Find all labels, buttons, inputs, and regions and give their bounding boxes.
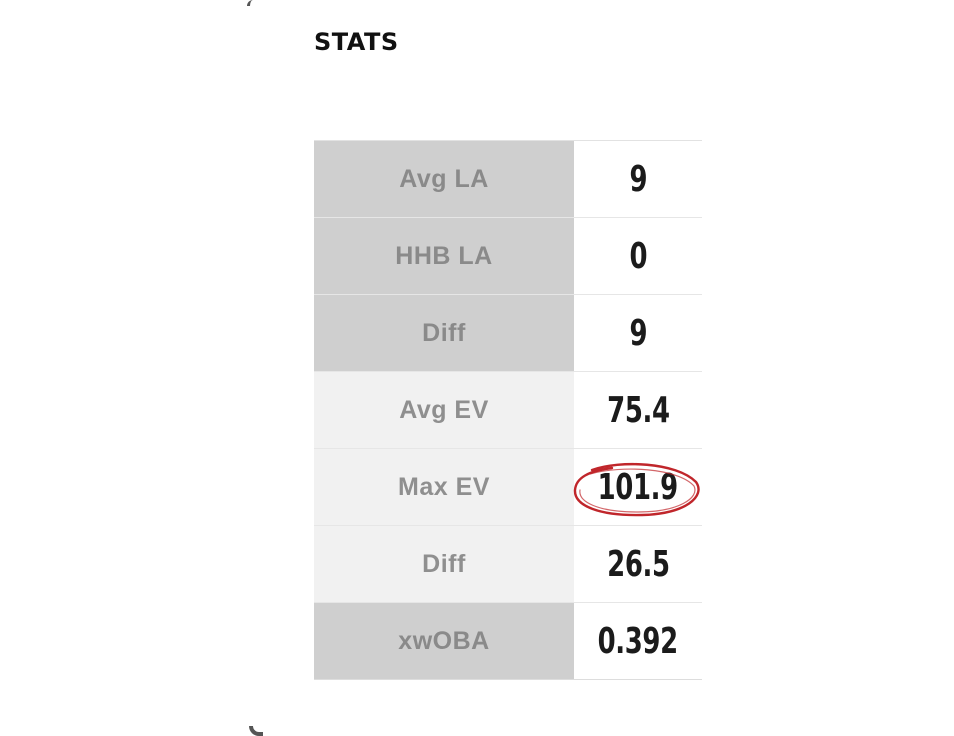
stat-value-avg-la: 9 [574, 140, 702, 218]
stat-label-max-ev: Max EV [314, 448, 574, 526]
stat-value-avg-ev: 75.4 [574, 371, 702, 449]
stat-value-ev-diff: 26.5 [574, 525, 702, 603]
stat-label-hhb-la: HHB LA [314, 217, 574, 295]
stats-table: Avg LA 9 HHB LA 0 Diff 9 Avg EV 75.4 Max… [314, 140, 702, 680]
stat-label-avg-ev: Avg EV [314, 371, 574, 449]
stat-value-text: 101.9 [597, 466, 679, 508]
card-edge-bottom [249, 726, 263, 736]
table-row: Diff 26.5 [314, 525, 702, 603]
stat-label-la-diff: Diff [314, 294, 574, 372]
stat-value-text: 0 [629, 235, 647, 277]
stat-label-ev-diff: Diff [314, 525, 574, 603]
stat-value-text: 9 [629, 312, 647, 354]
stat-value-xwoba: 0.392 [574, 602, 702, 680]
stats-heading: STATS [314, 28, 399, 56]
table-row: Diff 9 [314, 294, 702, 372]
table-row: xwOBA 0.392 [314, 602, 702, 680]
stat-value-text: 75.4 [606, 389, 670, 431]
stat-value-text: 26.5 [606, 543, 670, 585]
table-row: Avg LA 9 [314, 140, 702, 218]
table-row: HHB LA 0 [314, 217, 702, 295]
stat-value-max-ev: 101.9 [574, 448, 702, 526]
stat-value-la-diff: 9 [574, 294, 702, 372]
card-edge-top [247, 0, 257, 6]
stat-value-hhb-la: 0 [574, 217, 702, 295]
stat-value-text: 9 [629, 158, 647, 200]
stat-value-text: 0.392 [597, 620, 679, 662]
stat-label-xwoba: xwOBA [314, 602, 574, 680]
stat-label-avg-la: Avg LA [314, 140, 574, 218]
table-row: Avg EV 75.4 [314, 371, 702, 449]
table-row: Max EV 101.9 [314, 448, 702, 526]
